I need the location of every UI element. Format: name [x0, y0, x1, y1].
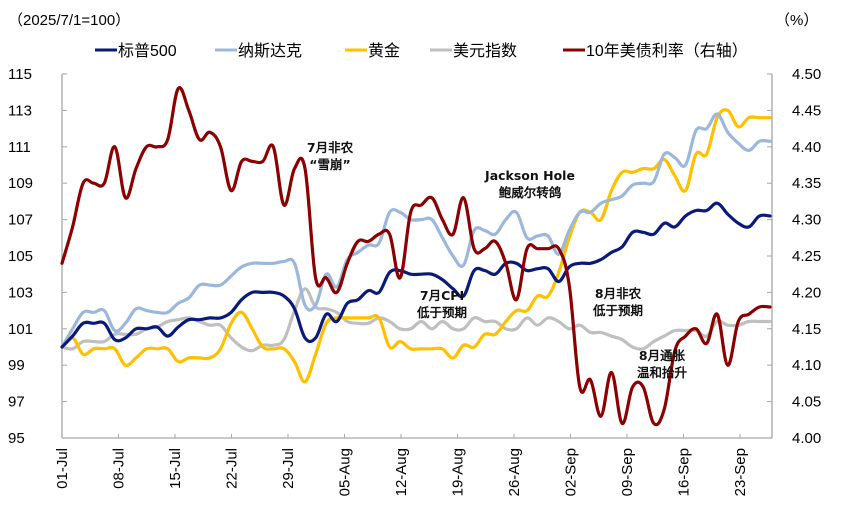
- left-tick-label: 109: [8, 175, 33, 192]
- x-tick-label: 05-Aug: [337, 448, 354, 496]
- right-tick-label: 4.05: [792, 394, 821, 411]
- legend-label-gold: 黄金: [368, 42, 400, 60]
- left-tick-label: 115: [8, 66, 32, 83]
- legend-label-nasdaq: 纳斯达克: [238, 42, 302, 60]
- x-tick-label: 02-Sep: [563, 448, 580, 496]
- x-tick-label: 12-Aug: [393, 448, 410, 496]
- annotation-aug-cpi-line1: 8月通胀: [639, 348, 686, 363]
- left-tick-label: 97: [8, 394, 25, 411]
- x-tick-label: 29-Jul: [280, 448, 297, 489]
- left-tick-label: 99: [8, 357, 25, 374]
- left-tick-label: 101: [8, 321, 33, 338]
- right-axis-unit-label: （%）: [775, 12, 818, 29]
- x-tick-label: 08-Jul: [111, 448, 128, 489]
- annotation-jackson-hole-line1: Jackson Hole: [484, 168, 575, 183]
- annotation-july-cpi-line1: 7月CPI: [420, 288, 464, 303]
- series-line-gold: [60, 108, 772, 384]
- x-tick-label: 09-Sep: [619, 448, 636, 496]
- right-tick-label: 4.35: [792, 175, 821, 192]
- series-line-sp500: [60, 201, 772, 349]
- right-tick-label: 4.40: [792, 139, 821, 156]
- left-tick-label: 105: [8, 248, 33, 265]
- right-tick-label: 4.50: [792, 66, 821, 83]
- right-tick-label: 4.25: [792, 248, 821, 265]
- x-tick-label: 15-Jul: [167, 448, 184, 489]
- legend: 标普500 纳斯达克 黄金 美元指数 10年美债利率（右轴）: [95, 42, 748, 60]
- x-tick-label: 26-Aug: [506, 448, 523, 496]
- annotation-july-nfp-line2: “雪崩”: [309, 157, 350, 172]
- annotation-aug-cpi-line2: 温和抬升: [637, 365, 688, 380]
- right-tick-label: 4.45: [792, 102, 821, 119]
- right-tick-label: 4.30: [792, 212, 821, 229]
- left-tick-label: 107: [8, 212, 33, 229]
- annotations: 7月非农 “雪崩” Jackson Hole 鲍威尔转鸽 7月CPI 低于预期 …: [307, 140, 688, 380]
- legend-label-us10y-yield: 10年美债利率（右轴）: [586, 42, 748, 60]
- annotation-july-cpi-line2: 低于预期: [416, 305, 467, 320]
- annotation-aug-nfp-line2: 低于预期: [592, 303, 643, 318]
- x-tick-label: 16-Sep: [676, 448, 693, 496]
- right-tick-label: 4.00: [792, 430, 821, 447]
- annotation-jackson-hole-line2: 鲍威尔转鸽: [499, 185, 562, 200]
- series-line-nasdaq: [60, 112, 772, 349]
- annotation-july-nfp-line1: 7月非农: [307, 140, 354, 155]
- series-line-dollar-index: [60, 287, 772, 353]
- left-tick-label: 111: [8, 139, 31, 156]
- annotation-aug-nfp-line1: 8月非农: [595, 286, 642, 301]
- left-tick-label: 103: [8, 284, 33, 301]
- x-tick-label: 19-Aug: [450, 448, 467, 496]
- right-tick-label: 4.10: [792, 357, 821, 374]
- right-tick-label: 4.15: [792, 321, 821, 338]
- right-tick-label: 4.20: [792, 284, 821, 301]
- legend-label-sp500: 标普500: [118, 42, 177, 60]
- series-group: [60, 86, 772, 427]
- legend-label-dollar-index: 美元指数: [453, 42, 517, 60]
- axes: 115 113 111 109 107 105 103 101 99 97 95 4.50 4.45 4.…: [8, 66, 821, 496]
- x-tick-label: 23-Sep: [732, 448, 749, 496]
- x-tick-label: 01-Jul: [54, 448, 71, 489]
- left-axis-unit-label: （2025/7/1=100）: [8, 12, 130, 29]
- left-tick-label: 113: [8, 102, 32, 119]
- left-tick-label: 95: [8, 430, 25, 447]
- series-line-us10y-yield: [60, 86, 772, 427]
- x-tick-label: 22-Jul: [224, 448, 241, 489]
